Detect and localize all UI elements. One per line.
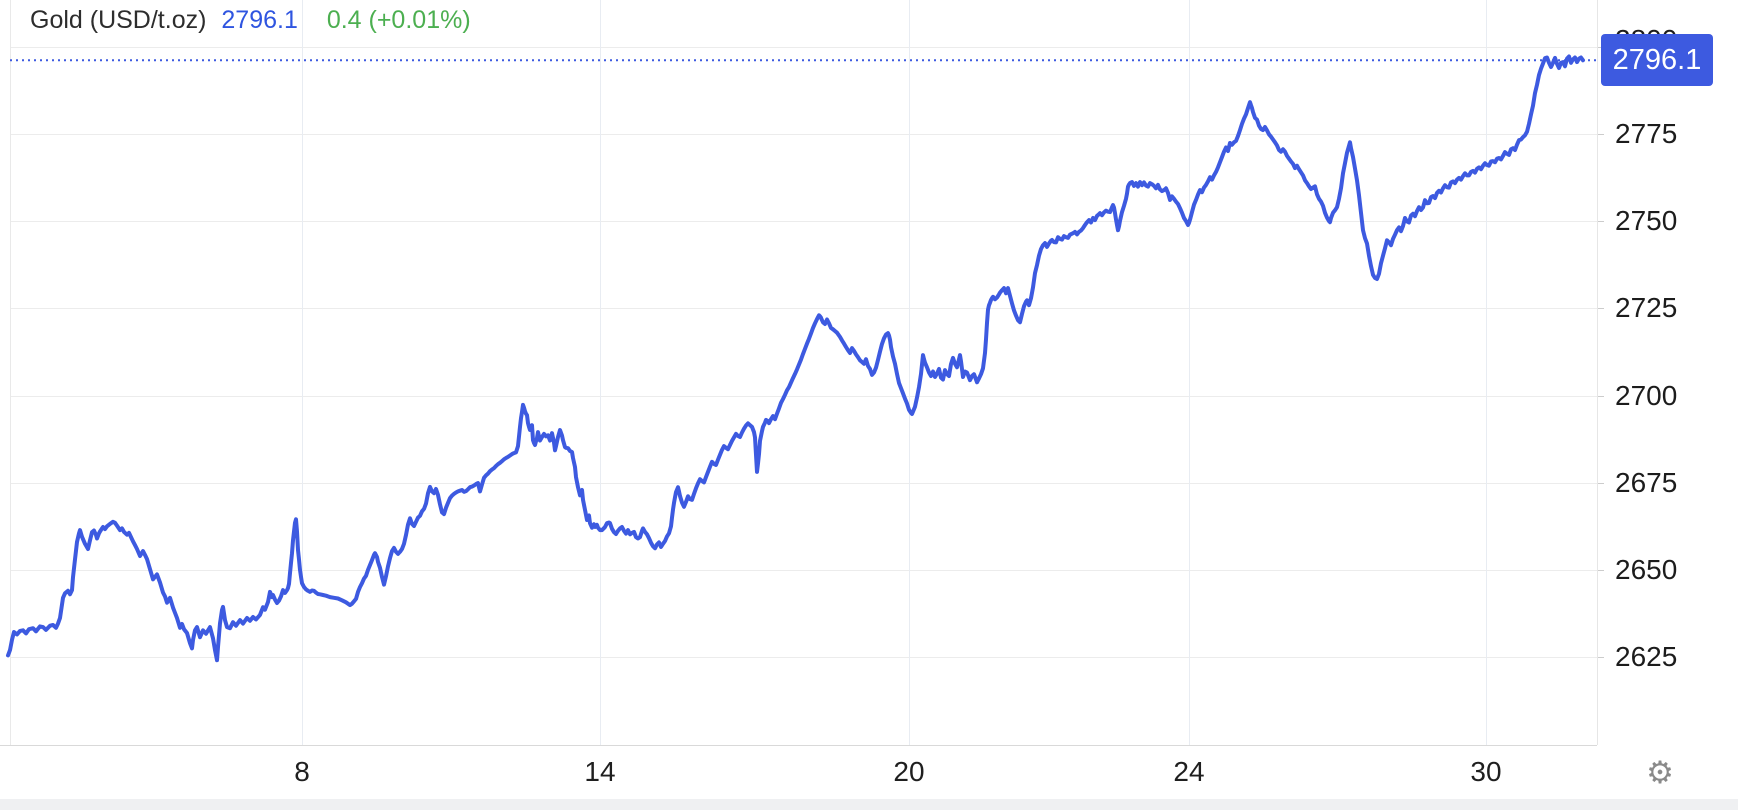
plot-left-border [10, 0, 11, 745]
price-line-chart [6, 54, 1597, 663]
instrument-title: Gold (USD/t.oz) [30, 6, 207, 34]
gridline-2775 [10, 133, 1597, 135]
current-price-tag: 2796.1 [1601, 34, 1713, 87]
y-tick-2700 [1598, 395, 1604, 397]
y-tick-2625 [1598, 657, 1604, 659]
x-axis-line [0, 745, 1597, 746]
y-axis-label-2750: 2750 [1615, 205, 1678, 237]
y-axis-label-2700: 2700 [1615, 379, 1678, 411]
y-axis-label-2625: 2625 [1615, 641, 1678, 673]
settings-gear-icon[interactable]: ⚙ [1646, 755, 1674, 790]
gridline-day-20 [909, 0, 910, 745]
gridline-day-8 [302, 0, 303, 745]
y-tick-2750 [1598, 221, 1604, 223]
gridline-day-14 [600, 0, 601, 745]
gridline-2625 [10, 657, 1597, 659]
gridline-2800 [10, 46, 1597, 48]
x-axis-label-30: 30 [1470, 756, 1502, 787]
y-axis-label-2775: 2775 [1615, 117, 1678, 149]
x-axis-label-24: 24 [1173, 756, 1205, 787]
gridline-day-24 [1189, 0, 1190, 745]
chart-header: Gold (USD/t.oz) 2796.1 0.4 (+0.01%) [30, 6, 471, 35]
price-axis[interactable]: 26252650267527002725275027752800 [1598, 0, 1738, 745]
axis-separator [1597, 0, 1598, 745]
y-axis-label-2725: 2725 [1615, 292, 1678, 324]
y-tick-2650 [1598, 569, 1604, 571]
gridline-2650 [10, 569, 1597, 571]
last-price: 2796.1 [221, 6, 298, 34]
current-price-value: 2796.1 [1612, 43, 1702, 76]
gridline-day-30 [1486, 0, 1487, 745]
x-axis-label-14: 14 [584, 756, 616, 787]
x-axis-label-8: 8 [294, 756, 310, 787]
x-axis-label-20: 20 [893, 756, 925, 787]
horizontal-scrollbar[interactable] [0, 799, 1738, 810]
gridline-2675 [10, 482, 1597, 484]
price-change: 0.4 (+0.01%) [326, 6, 471, 34]
gridline-2725 [10, 308, 1597, 310]
gridline-2750 [10, 221, 1597, 223]
y-axis-label-2675: 2675 [1615, 466, 1678, 498]
gold-price-series [6, 54, 1585, 663]
y-tick-2675 [1598, 482, 1604, 484]
y-tick-2775 [1598, 133, 1604, 135]
chart-plot-area[interactable] [0, 0, 1597, 745]
gridline-2700 [10, 395, 1597, 397]
y-axis-label-2650: 2650 [1615, 553, 1678, 585]
y-tick-2725 [1598, 308, 1604, 310]
